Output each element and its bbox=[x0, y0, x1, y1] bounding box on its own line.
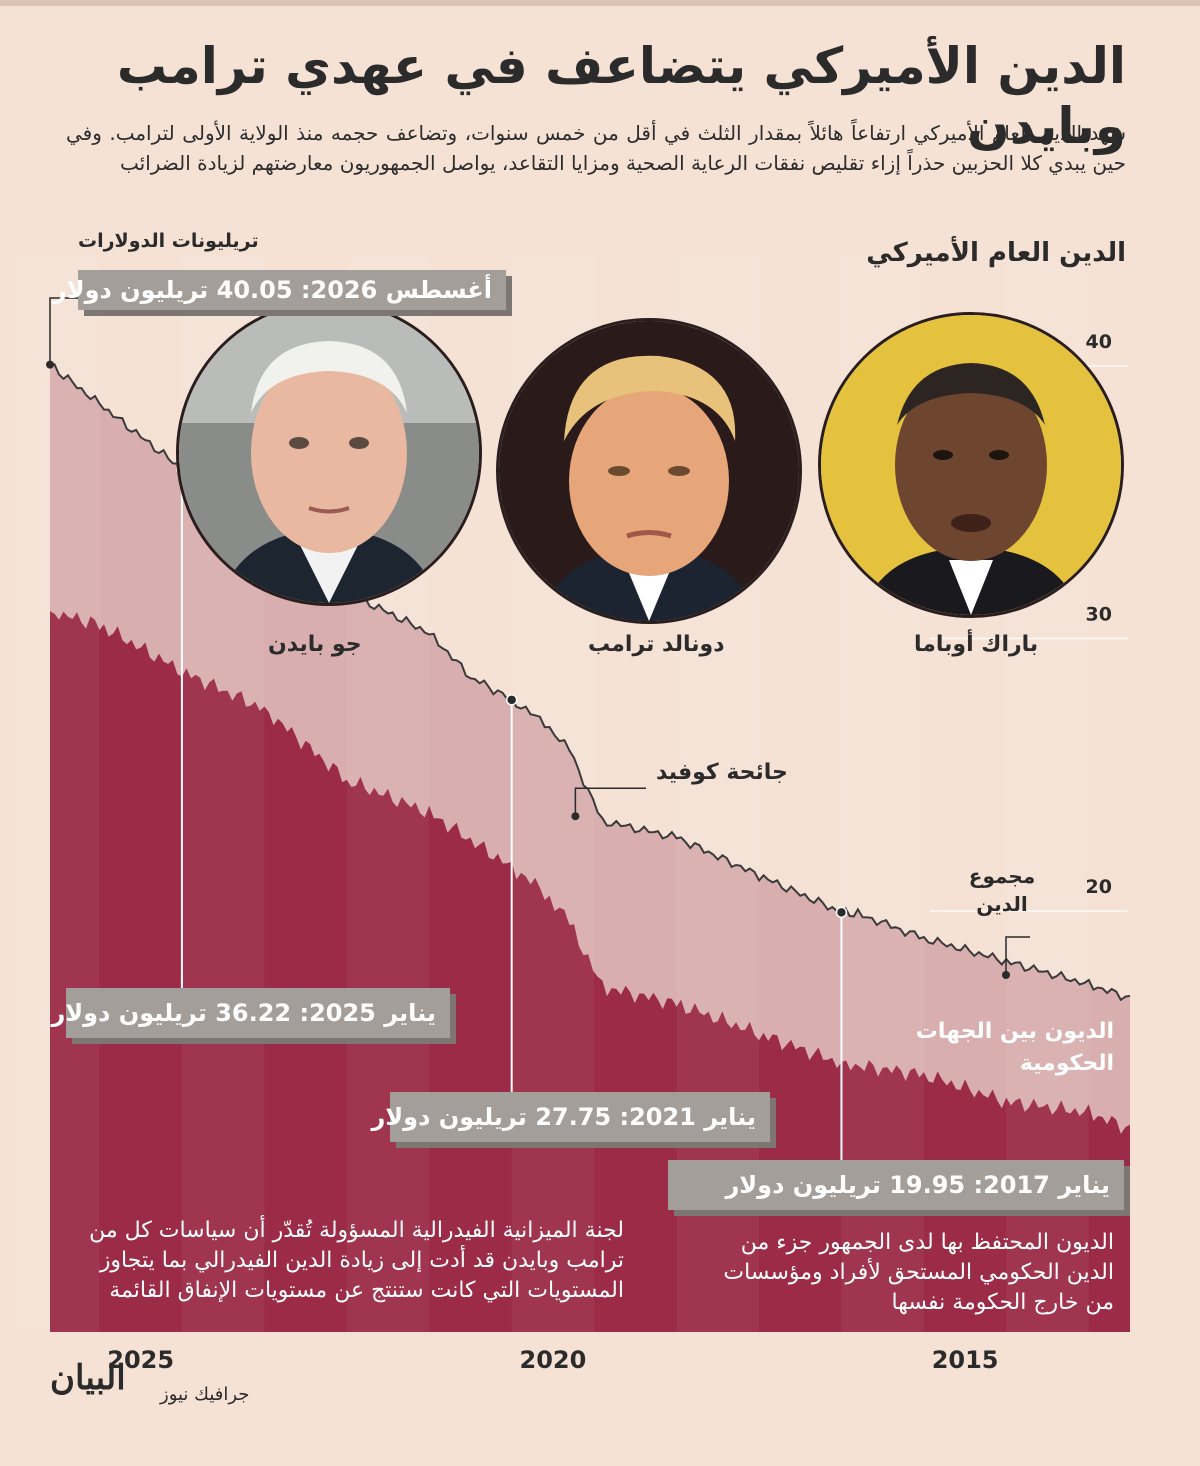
obama-name: باراك أوباما bbox=[914, 632, 1039, 657]
intragov-label-line1: الديون بين الجهات bbox=[915, 1019, 1114, 1044]
biden-portrait bbox=[176, 300, 482, 606]
unit-label: تريليونات الدولارات bbox=[78, 230, 259, 252]
intragov-debt-label: الديون بين الجهات الحكومية bbox=[916, 1016, 1114, 1080]
callout-jan-2017: يناير 2017: 19.95 تريليون دولار bbox=[668, 1160, 1124, 1210]
brand-logo: البيان bbox=[50, 1358, 126, 1398]
total-debt-label-line1: مجموع bbox=[968, 864, 1036, 888]
trump-name: دونالد ترامب bbox=[588, 632, 725, 657]
x-axis-ticks: 2015 2020 2025 bbox=[107, 1346, 998, 1374]
trump-portrait bbox=[496, 318, 802, 624]
x-tick-2025: 2025 bbox=[107, 1346, 174, 1374]
aug2026-dot bbox=[46, 360, 54, 369]
y-axis-ticks: 20 30 40 bbox=[1086, 331, 1112, 898]
obama-portrait bbox=[818, 312, 1124, 618]
top-frame-line bbox=[0, 0, 1200, 6]
x-tick-2020: 2020 bbox=[520, 1346, 587, 1374]
biden-name: جو بايدن bbox=[268, 632, 362, 657]
covid-dot bbox=[571, 812, 580, 821]
page-title: الدين الأميركي يتضاعف في عهدي ترامب وباي… bbox=[116, 37, 1126, 155]
callout-aug-2026: أغسطس 2026: 40.05 تريليون دولار bbox=[53, 270, 506, 310]
total-label-leader bbox=[1005, 936, 1030, 975]
footer-section-label: جرافيك نيوز bbox=[160, 1384, 250, 1405]
y-axis-title: الدين العام الأميركي bbox=[866, 238, 1126, 268]
jan2017-dot bbox=[835, 906, 848, 919]
y-tick-30: 30 bbox=[1086, 604, 1112, 626]
x-tick-2015: 2015 bbox=[932, 1346, 999, 1374]
public-debt-area bbox=[50, 611, 1130, 1332]
intro-paragraph: شهد الدين العام الأميركي ارتفاعاً هائلاً… bbox=[66, 121, 1126, 175]
year-stripe-2026 bbox=[17, 255, 100, 1332]
covid-label: جائحة كوفيد bbox=[656, 760, 788, 785]
y-tick-20: 20 bbox=[1086, 876, 1112, 898]
total-debt-label-line2: الدين bbox=[976, 892, 1028, 916]
total-debt-label: مجموع الدين bbox=[960, 862, 1044, 918]
jan2021-dot bbox=[505, 694, 518, 706]
total-label-dot bbox=[1002, 971, 1010, 979]
y-tick-40: 40 bbox=[1086, 331, 1112, 353]
intragov-label-line2: الحكومية bbox=[1019, 1051, 1114, 1076]
budget-committee-note: لجنة الميزانية الفيدرالية المسؤولة تُقدّ… bbox=[89, 1218, 624, 1303]
callout-jan-2021: يناير 2021: 27.75 تريليون دولار bbox=[371, 1092, 770, 1142]
public-debt-description: الديون المحتفظ بها لدى الجمهور جزء من ال… bbox=[723, 1230, 1114, 1315]
covid-leader bbox=[574, 787, 646, 817]
callout-jan-2025: يناير 2025: 36.22 تريليون دولار bbox=[51, 988, 450, 1038]
aug2026-leader bbox=[49, 297, 78, 365]
